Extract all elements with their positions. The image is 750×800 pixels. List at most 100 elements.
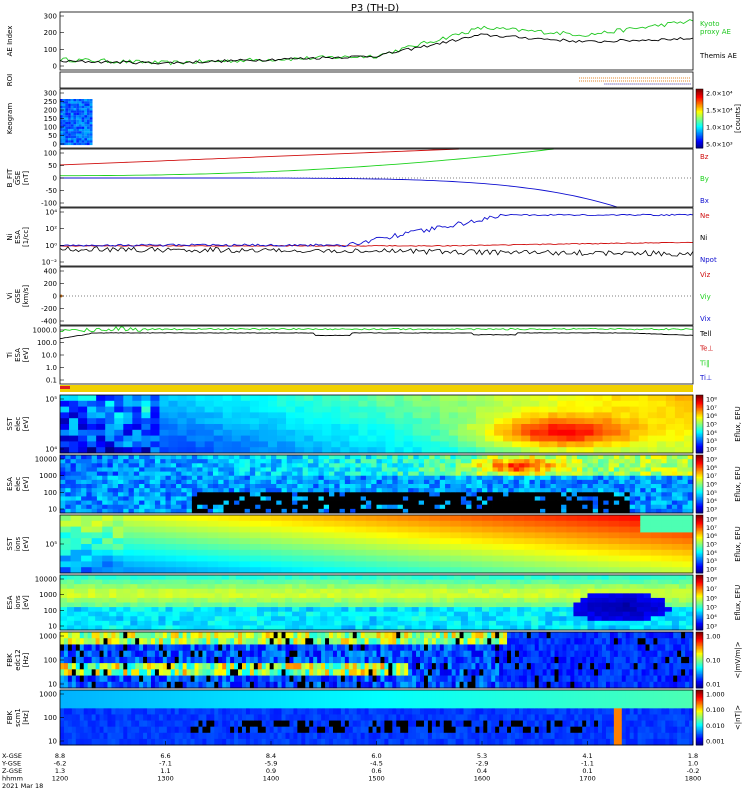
sst-ions-cell xyxy=(418,567,430,574)
fbk-edc12-cell xyxy=(107,638,112,645)
sst-ions-cell xyxy=(555,538,567,545)
esa-ions-cell xyxy=(390,597,398,603)
esa-elec-cell xyxy=(197,488,203,493)
sst-elec-cell xyxy=(394,424,405,431)
esa-elec-cell xyxy=(624,496,631,501)
keogram-cell xyxy=(84,108,88,111)
esa-ions-cell xyxy=(432,575,441,580)
esa-elec-cell xyxy=(96,500,103,506)
sst-elec-cell xyxy=(78,447,88,454)
esa-ions-cell xyxy=(594,593,602,599)
esa-elec-cell xyxy=(96,459,103,464)
esa-elec-cell xyxy=(524,508,530,514)
esa-elec-cell xyxy=(102,496,108,501)
keogram-cell xyxy=(81,108,85,111)
sst-elec-cell xyxy=(132,424,142,431)
sst-elec-cell xyxy=(412,395,423,402)
keogram-cell xyxy=(73,103,77,106)
sst-elec-cell xyxy=(674,418,685,425)
fbk-edc12-cell xyxy=(119,675,124,683)
colorbar-cell xyxy=(696,577,703,580)
esa-elec-cell xyxy=(318,484,325,489)
esa-elec-cell xyxy=(112,500,119,506)
esa-elec-cell xyxy=(365,467,372,472)
sst-ions-cell xyxy=(292,515,304,522)
sst-ions-cell xyxy=(249,549,261,556)
keogram-cell xyxy=(76,124,79,127)
colorbar-cell xyxy=(696,100,703,103)
esa-ions-cell xyxy=(594,616,602,622)
esa-elec-cell xyxy=(524,479,530,485)
esa-elec-cell xyxy=(339,484,346,489)
esa-elec-cell xyxy=(513,467,520,472)
sst-elec-cell xyxy=(503,418,513,425)
esa-ions-cell xyxy=(285,575,293,580)
y-axis-label: [eV] xyxy=(22,416,30,431)
esa-elec-cell xyxy=(540,455,546,460)
keogram-cell xyxy=(89,142,93,146)
esa-elec-cell xyxy=(371,492,377,497)
sst-elec-cell xyxy=(186,406,197,413)
esa-ions-cell xyxy=(299,620,307,626)
esa-elec-cell xyxy=(487,475,493,481)
sst-ions-cell xyxy=(302,515,314,522)
fbk-edc12-cell xyxy=(147,656,152,664)
keogram-cell xyxy=(84,103,88,106)
colorbar-tick-label: 10⁷ xyxy=(706,472,717,480)
sst-elec-cell xyxy=(457,412,468,419)
sst-elec-cell xyxy=(611,400,622,407)
esa-elec-cell xyxy=(450,459,457,464)
esa-ions-cell xyxy=(538,625,546,631)
sst-ions-cell xyxy=(228,515,240,522)
fbk-edc12-cell xyxy=(166,675,172,683)
esa-ions-cell xyxy=(348,620,356,626)
sst-elec-cell xyxy=(132,406,142,413)
esa-elec-cell xyxy=(598,500,604,506)
esa-ions-cell xyxy=(496,620,504,626)
esa-elec-cell xyxy=(682,504,689,510)
colorbar-tick-label: 10⁶ xyxy=(706,412,717,420)
esa-ions-cell xyxy=(186,620,195,626)
esa-ions-cell xyxy=(165,607,173,613)
sst-elec-cell xyxy=(629,429,640,436)
sst-elec-cell xyxy=(394,441,405,448)
esa-ions-cell xyxy=(432,602,441,608)
esa-elec-cell xyxy=(677,504,683,510)
keogram-cell xyxy=(73,140,77,143)
sst-elec-cell xyxy=(177,406,187,413)
esa-elec-cell xyxy=(202,467,209,472)
colorbar-cell xyxy=(696,409,703,412)
y-axis-label: [km/s] xyxy=(22,285,30,308)
esa-elec-cell xyxy=(571,500,578,506)
sst-elec-cell xyxy=(114,412,124,419)
sst-ions-cell xyxy=(281,561,293,568)
esa-elec-cell xyxy=(561,488,567,493)
colorbar-cell xyxy=(696,134,703,137)
sst-elec-cell xyxy=(168,429,178,436)
esa-ions-cell xyxy=(552,620,560,626)
esa-elec-cell xyxy=(682,459,689,464)
sst-elec-cell xyxy=(620,435,631,442)
esa-elec-cell xyxy=(497,459,504,464)
colorbar-cell xyxy=(696,399,703,402)
esa-elec-cell xyxy=(677,496,683,501)
y-axis-label: ESA xyxy=(14,230,22,244)
esa-elec-cell xyxy=(154,492,161,497)
sst-ions-cell xyxy=(471,561,483,568)
colorbar-frame xyxy=(695,514,704,574)
esa-elec-cell xyxy=(228,455,235,460)
sst-ions-cell xyxy=(608,561,620,568)
esa-elec-cell xyxy=(598,463,604,468)
y-axis-label: ESA xyxy=(6,595,14,609)
esa-elec-cell xyxy=(418,455,425,460)
temp-panel-frame xyxy=(59,325,694,385)
sst-elec-cell xyxy=(168,406,178,413)
esa-ions-cell xyxy=(594,584,602,590)
esa-ions-cell xyxy=(460,575,469,580)
esa-ions-cell xyxy=(650,579,659,585)
esa-ions-cell xyxy=(172,579,180,585)
esa-ions-cell xyxy=(341,602,349,608)
sst-ions-cell xyxy=(450,544,462,551)
esa-elec-cell xyxy=(360,475,367,481)
esa-elec-cell xyxy=(455,488,462,493)
